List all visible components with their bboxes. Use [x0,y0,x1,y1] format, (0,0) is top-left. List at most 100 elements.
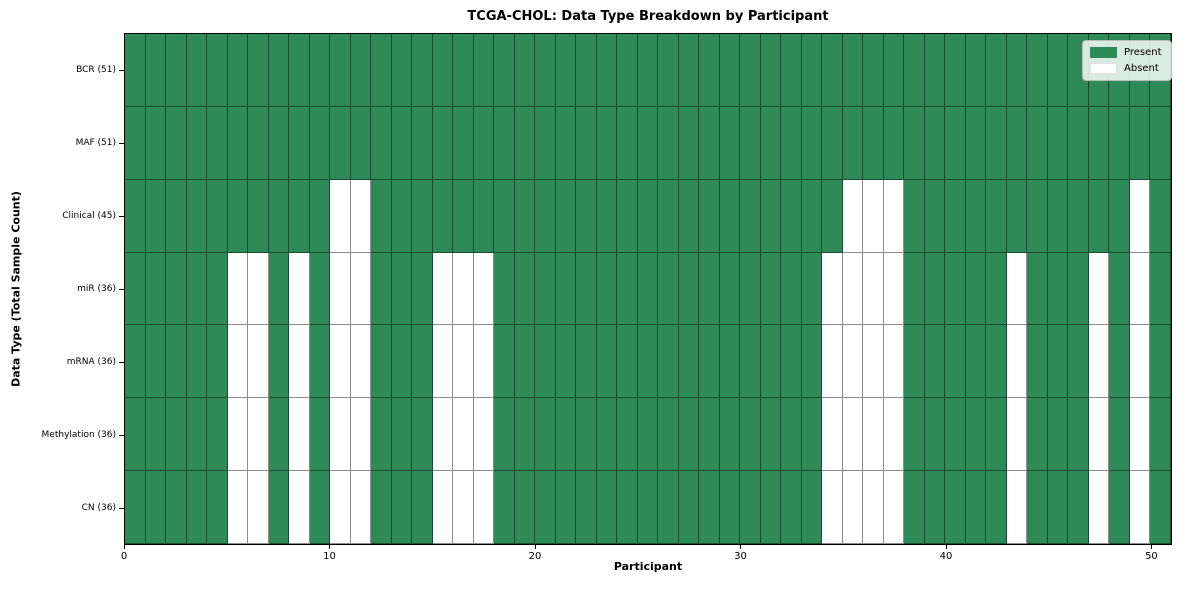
heatmap-cell [576,252,597,326]
heatmap-cell [391,106,413,180]
heatmap-cell [391,471,413,544]
heatmap-cell [678,179,700,253]
y-tick-mark [119,215,124,217]
heatmap-cell [883,179,905,253]
heatmap-cell [596,106,618,180]
heatmap-cell [350,252,372,326]
heatmap-cell [883,34,905,107]
heatmap-cell [1047,252,1069,326]
heatmap-cell [125,106,146,180]
heatmap-cell [637,398,659,472]
heatmap-cell [576,325,597,399]
x-tick-label: 30 [734,551,747,562]
heatmap-cell [145,34,167,107]
heatmap-cell [494,325,515,399]
heatmap-cell [637,252,659,326]
heatmap-cell [186,252,208,326]
heatmap-cell [289,471,310,544]
heatmap-cell [289,106,310,180]
heatmap-cell [186,471,208,544]
heatmap-cell [207,106,228,180]
heatmap-cell [473,106,495,180]
heatmap-cell [658,252,679,326]
heatmap-cell [965,471,987,544]
heatmap-cell [268,179,290,253]
heatmap-cell [227,179,249,253]
heatmap-cell [1027,471,1048,544]
y-tick-mark [119,362,124,364]
heatmap-cell [330,325,351,399]
heatmap-cell [986,325,1007,399]
heatmap-cell [432,252,454,326]
heatmap-cell [186,106,208,180]
absent-swatch-icon [1090,63,1117,74]
heatmap-cell [801,471,823,544]
heatmap-cell [145,471,167,544]
heatmap-cell [145,325,167,399]
heatmap-cell [842,252,864,326]
x-tick-mark [534,545,536,549]
heatmap-cell [699,398,720,472]
heatmap-cell [166,34,187,107]
heatmap-cell [904,252,925,326]
heatmap-cell [1109,471,1130,544]
heatmap-cell [1006,179,1028,253]
heatmap-cell [965,398,987,472]
heatmap-cell [760,471,782,544]
heatmap-cell [740,325,761,399]
heatmap-cell [945,325,966,399]
heatmap-cell [699,179,720,253]
heatmap-cell [186,179,208,253]
heatmap-cell [924,398,946,472]
heatmap-cell [822,106,843,180]
heatmap-cell [822,179,843,253]
heatmap-cell [227,106,249,180]
heatmap-cell [883,471,905,544]
heatmap-cell [576,106,597,180]
heatmap-cell [1088,325,1110,399]
heatmap-cell [330,106,351,180]
heatmap-cell [412,398,433,472]
heatmap-cell [1027,252,1048,326]
heatmap-cell [125,471,146,544]
heatmap-cell [883,252,905,326]
heatmap-cell [248,252,269,326]
heatmap-cell [1006,471,1028,544]
heatmap-cell [207,325,228,399]
heatmap-cell [1088,471,1110,544]
heatmap-cell [1150,179,1171,253]
legend-item-absent: Absent [1090,63,1162,74]
heatmap-cell [924,106,946,180]
heatmap-cell [883,398,905,472]
heatmap-cell [965,34,987,107]
plot-area [124,33,1172,545]
heatmap-cell [145,398,167,472]
heatmap-cell [1006,325,1028,399]
heatmap-cell [904,179,925,253]
heatmap-cell [494,398,515,472]
y-tick-label: miR (36) [77,284,116,294]
heatmap-cell [330,252,351,326]
heatmap-cell [637,325,659,399]
heatmap-cell [166,179,187,253]
heatmap-cell [125,398,146,472]
heatmap-cell [1088,252,1110,326]
heatmap-cell [699,325,720,399]
heatmap-cell [555,34,577,107]
heatmap-cell [719,106,741,180]
heatmap-cell [596,471,618,544]
heatmap-cell [207,34,228,107]
heatmap-cell [330,179,351,253]
heatmap-cell [391,325,413,399]
heatmap-cell [822,471,843,544]
heatmap-cell [1129,179,1151,253]
heatmap-cell [125,325,146,399]
heatmap-cell [166,252,187,326]
heatmap-cell [535,325,556,399]
x-tick-label: 10 [323,551,336,562]
heatmap-cell [453,34,474,107]
y-tick-mark [119,142,124,144]
heatmap-cell [412,179,433,253]
heatmap-cell [412,34,433,107]
heatmap-cell [1088,398,1110,472]
